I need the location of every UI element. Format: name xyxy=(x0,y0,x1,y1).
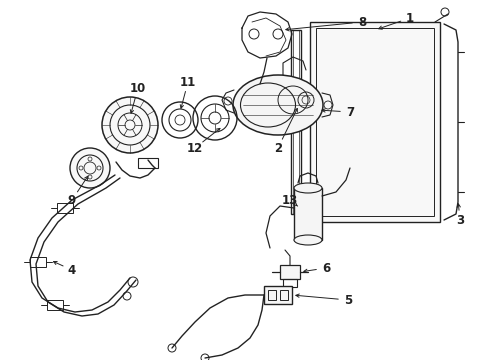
Bar xyxy=(138,158,158,168)
Text: 2: 2 xyxy=(273,141,282,154)
Bar xyxy=(292,30,298,214)
Bar xyxy=(280,265,299,279)
Bar xyxy=(293,188,321,240)
Bar xyxy=(280,290,287,300)
Bar xyxy=(283,279,296,287)
Text: 4: 4 xyxy=(68,264,76,276)
Text: 13: 13 xyxy=(281,194,298,207)
Ellipse shape xyxy=(293,183,321,193)
Text: 9: 9 xyxy=(68,194,76,207)
Circle shape xyxy=(70,148,110,188)
Bar xyxy=(315,28,433,216)
Text: 7: 7 xyxy=(345,105,353,118)
Bar xyxy=(57,203,73,213)
Text: 12: 12 xyxy=(186,141,203,154)
Bar xyxy=(290,30,301,214)
Text: 8: 8 xyxy=(357,15,366,28)
Bar xyxy=(264,286,291,304)
Bar xyxy=(309,22,439,222)
Text: 6: 6 xyxy=(321,261,329,274)
Bar xyxy=(47,300,63,310)
Text: 10: 10 xyxy=(130,81,146,95)
Circle shape xyxy=(102,97,158,153)
Text: 3: 3 xyxy=(455,213,463,226)
Text: 11: 11 xyxy=(180,76,196,89)
Ellipse shape xyxy=(232,75,323,135)
Text: 1: 1 xyxy=(405,12,413,24)
Ellipse shape xyxy=(293,235,321,245)
Text: 5: 5 xyxy=(343,293,351,306)
Bar xyxy=(267,290,275,300)
Bar xyxy=(30,257,46,267)
